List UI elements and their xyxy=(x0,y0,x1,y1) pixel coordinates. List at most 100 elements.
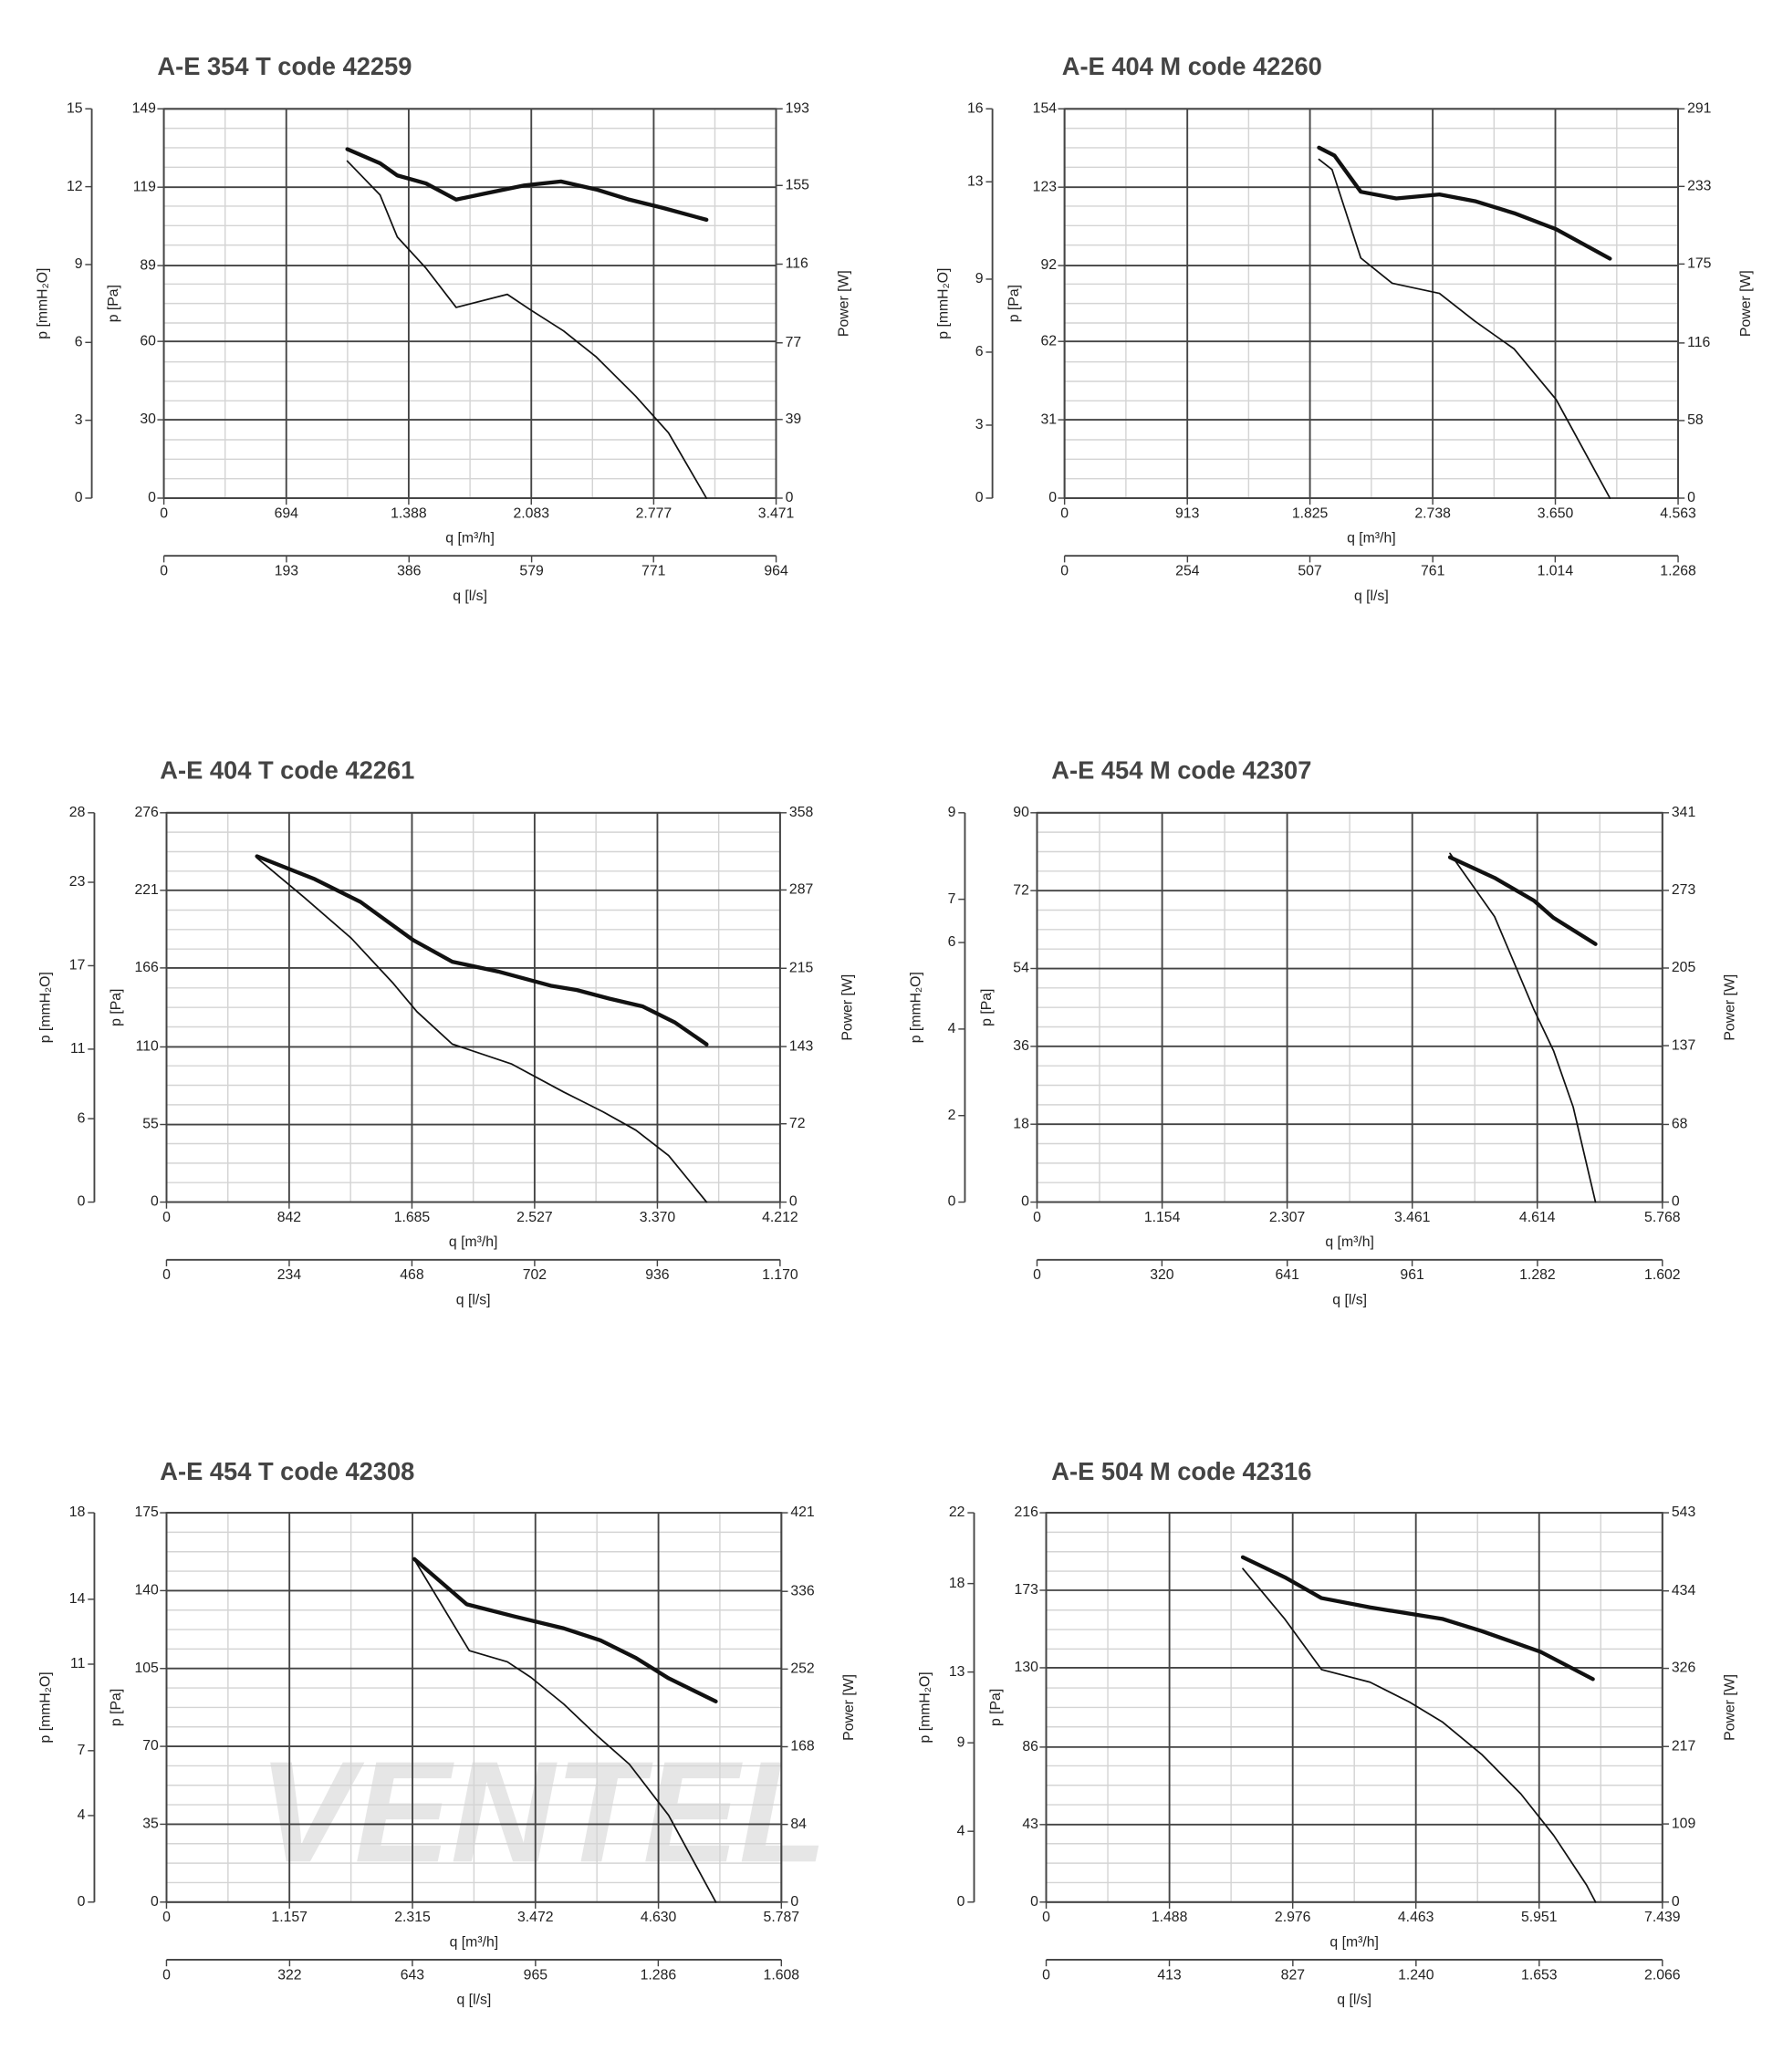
x-tick-label: 4.463 xyxy=(1398,1910,1434,1925)
x-tick-label: 2.527 xyxy=(516,1210,553,1225)
plot-frame xyxy=(165,1512,783,1903)
y-tick-label: 60 xyxy=(140,333,156,349)
x2-tick-label: 936 xyxy=(645,1267,670,1283)
y-tick-label: 119 xyxy=(133,179,156,194)
y3-tick-label: 7 xyxy=(78,1743,86,1758)
y3-tick-label: 6 xyxy=(975,344,984,359)
y2-axis-label: Power [W] xyxy=(1723,974,1738,1041)
y-tick-label: 62 xyxy=(1040,333,1057,349)
y3-tick-label: 6 xyxy=(75,334,83,349)
y3-tick-label: 9 xyxy=(957,1734,965,1750)
y3-axis-label: p [mmH₂O] xyxy=(936,268,952,339)
x2-tick-label: 1.286 xyxy=(641,1967,677,1983)
y-tick-label: 221 xyxy=(134,882,159,898)
y3-tick-label: 0 xyxy=(957,1894,965,1910)
y3-tick-label: 16 xyxy=(967,100,984,116)
y2-tick-label: 0 xyxy=(790,1894,798,1910)
y-tick-label: 35 xyxy=(142,1817,159,1832)
y3-tick-label: 4 xyxy=(78,1807,86,1823)
x2-tick-label: 1.653 xyxy=(1521,1967,1558,1983)
y3-tick-label: 4 xyxy=(957,1823,965,1838)
chart-title: A-E 454 T code 42308 xyxy=(160,1457,414,1485)
x-tick-label: 0 xyxy=(1033,1210,1041,1225)
y-tick-label: 36 xyxy=(1013,1038,1029,1054)
x-tick-label: 0 xyxy=(162,1210,171,1225)
y3-tick-label: 0 xyxy=(75,490,83,505)
x-tick-label: 0 xyxy=(160,505,168,521)
plot-frame xyxy=(165,811,781,1203)
x2-tick-label: 0 xyxy=(162,1267,171,1283)
x-tick-label: 4.563 xyxy=(1660,505,1696,521)
y3-tick-label: 9 xyxy=(75,256,83,272)
y2-tick-label: 217 xyxy=(1672,1738,1695,1754)
x-tick-label: 5.951 xyxy=(1521,1910,1558,1925)
curve xyxy=(412,1557,718,1703)
x2-tick-label: 579 xyxy=(519,564,544,579)
x-tick-label: 0 xyxy=(1042,1910,1050,1925)
x-axis-label: q [m³/h] xyxy=(445,531,495,547)
y3-tick-label: 22 xyxy=(949,1505,965,1520)
x2-tick-label: 413 xyxy=(1157,1967,1182,1983)
y-tick-label: 140 xyxy=(134,1583,159,1598)
curve xyxy=(345,147,709,223)
y2-tick-label: 273 xyxy=(1672,882,1696,898)
y-tick-label: 110 xyxy=(136,1039,159,1055)
x2-tick-label: 2.066 xyxy=(1644,1967,1681,1983)
x-tick-label: 7.439 xyxy=(1644,1910,1681,1925)
y-tick-label: 0 xyxy=(151,1894,159,1910)
y-tick-label: 130 xyxy=(1015,1660,1039,1675)
x-tick-label: 3.650 xyxy=(1538,505,1574,521)
x2-tick-label: 507 xyxy=(1298,564,1321,579)
x-axis-label: q [m³/h] xyxy=(1325,1234,1374,1250)
y3-tick-label: 17 xyxy=(69,958,86,974)
y-tick-label: 154 xyxy=(1033,100,1058,116)
x-axis-label: q [m³/h] xyxy=(1347,531,1396,547)
x2-tick-label: 1.170 xyxy=(762,1267,798,1283)
y2-tick-label: 0 xyxy=(1687,490,1695,505)
x2-tick-label: 0 xyxy=(160,564,168,579)
x2-axis-label: q [l/s] xyxy=(457,1993,492,2008)
chart-title: A-E 404 T code 42261 xyxy=(160,755,414,784)
y2-tick-label: 116 xyxy=(1687,335,1710,350)
y2-tick-label: 155 xyxy=(786,177,810,193)
y3-tick-label: 11 xyxy=(70,1041,86,1057)
y3-tick-label: 15 xyxy=(67,100,83,116)
y-axis-label: p [Pa] xyxy=(979,989,995,1026)
y2-tick-label: 72 xyxy=(789,1116,806,1131)
chart-title: A-E 454 M code 42307 xyxy=(1051,755,1311,784)
y2-tick-label: 68 xyxy=(1672,1117,1688,1132)
y-tick-label: 55 xyxy=(142,1117,159,1132)
x-tick-label: 3.472 xyxy=(517,1910,554,1925)
x2-tick-label: 0 xyxy=(162,1967,171,1983)
y-tick-label: 149 xyxy=(132,100,157,116)
y3-tick-label: 13 xyxy=(967,173,984,189)
x-axis-label: q [m³/h] xyxy=(449,1234,498,1250)
x2-tick-label: 827 xyxy=(1281,1967,1305,1983)
y2-tick-label: 193 xyxy=(786,100,810,116)
y2-tick-label: 0 xyxy=(1672,1894,1680,1910)
curve xyxy=(1318,158,1611,499)
x2-tick-label: 1.602 xyxy=(1644,1267,1681,1283)
x-tick-label: 2.307 xyxy=(1269,1210,1306,1225)
x-tick-label: 2.083 xyxy=(513,505,549,521)
y2-axis-label: Power [W] xyxy=(836,270,851,337)
x2-tick-label: 643 xyxy=(401,1967,425,1983)
y-tick-label: 18 xyxy=(1013,1116,1029,1131)
x-axis-label: q [m³/h] xyxy=(450,1934,499,1950)
x2-tick-label: 0 xyxy=(1060,564,1069,579)
x-tick-label: 1.154 xyxy=(1144,1210,1181,1225)
y-tick-label: 123 xyxy=(1033,179,1058,194)
y3-tick-label: 0 xyxy=(78,1894,86,1910)
y3-axis-label: p [mmH₂O] xyxy=(918,1671,933,1743)
y2-tick-label: 39 xyxy=(786,411,802,427)
x2-axis-label: q [l/s] xyxy=(456,1292,491,1307)
x2-tick-label: 468 xyxy=(400,1267,424,1283)
y3-tick-label: 28 xyxy=(69,805,86,820)
y-tick-label: 216 xyxy=(1015,1505,1039,1520)
y-tick-label: 89 xyxy=(140,257,156,273)
y2-tick-label: 421 xyxy=(790,1505,815,1520)
x-tick-label: 2.315 xyxy=(394,1910,431,1925)
plot-frame xyxy=(1063,108,1679,499)
